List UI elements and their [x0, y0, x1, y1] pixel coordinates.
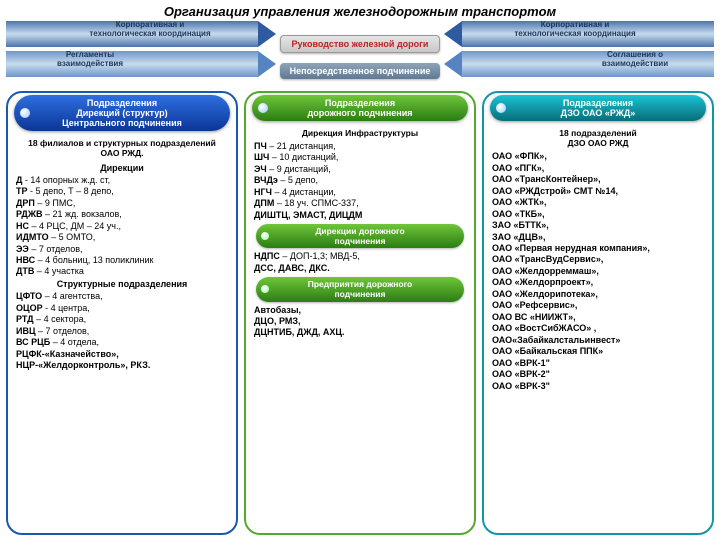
- list-item: ДЦНТИБ, ДЖД, АХЦ.: [254, 327, 466, 338]
- list-item: Д - 14 опорных ж.д. ст,: [16, 175, 228, 186]
- list-item: ОАО «Желдорпроект»,: [492, 277, 704, 288]
- right-header: Подразделения ДЗО ОАО «РЖД»: [490, 95, 706, 121]
- list-item: ДСС, ДАВС, ДКС.: [254, 263, 466, 274]
- nep-box: Непосредственное подчинение: [280, 63, 440, 79]
- corp-coord-right-label: Корпоративная и технологическая координа…: [480, 21, 670, 39]
- infra-title: Дирекция Инфраструктуры: [254, 126, 466, 140]
- list-item: ТР - 5 депо, Т – 8 депо,: [16, 186, 228, 197]
- list-item: ОАО «Желдорипотека»,: [492, 289, 704, 300]
- list-item: ИДМТО – 5 ОМТО,: [16, 232, 228, 243]
- list-item: ОАО «ВРК-3": [492, 381, 704, 392]
- left-title1: 18 филиалов и структурных подразделений …: [16, 136, 228, 161]
- list-item: ОЦОР - 4 центра,: [16, 303, 228, 314]
- left-header: Подразделения Дирекций (структур) Центра…: [14, 95, 230, 131]
- list-item: НЦР-«Желдорконтроль», РКЗ.: [16, 360, 228, 371]
- ruk-box: Руководство железной дороги: [280, 35, 440, 53]
- list-item: ОАО «ТрансКонтейнер»,: [492, 174, 704, 185]
- list-item: ОАО «РЖДстрой» СМТ №14,: [492, 186, 704, 197]
- list-item: ДПМ – 18 уч. СПМС-337,: [254, 198, 466, 209]
- list-item: ЭЭ – 7 отделов,: [16, 244, 228, 255]
- page-title: Организация управления железнодорожным т…: [0, 0, 720, 21]
- mid-column: Подразделения дорожного подчинения Дирек…: [244, 91, 476, 535]
- list-item: НГЧ – 4 дистанции,: [254, 187, 466, 198]
- list-item: ИВЦ – 7 отделов,: [16, 326, 228, 337]
- list-item: ОАО «ВРК-2": [492, 369, 704, 380]
- sog-right-label: Соглашения о взаимодействии: [570, 51, 700, 69]
- list-item: ОАО «ФПК»,: [492, 151, 704, 162]
- mid-header: Подразделения дорожного подчинения: [252, 95, 468, 121]
- corp-coord-left-label: Корпоративная и технологическая координа…: [60, 21, 240, 39]
- left-column: Подразделения Дирекций (структур) Центра…: [6, 91, 238, 535]
- list-item: ДТВ – 4 участка: [16, 266, 228, 277]
- list-item: ПЧ – 21 дистанция,: [254, 141, 466, 152]
- pred-hdr: Предприятия дорожного подчинения: [256, 277, 464, 302]
- list-item: ДЦО, РМЗ,: [254, 316, 466, 327]
- columns-wrap: Подразделения Дирекций (структур) Центра…: [0, 91, 720, 539]
- list-item: ДРП – 9 ПМС,: [16, 198, 228, 209]
- list-item: РТД – 4 сектора,: [16, 314, 228, 325]
- list-item: ОАО «ТКБ»,: [492, 209, 704, 220]
- list-item: ЦФТО – 4 агентства,: [16, 291, 228, 302]
- list-item: РЦФК-«Казначейство»,: [16, 349, 228, 360]
- list-item: ОАО «ВРК-1": [492, 358, 704, 369]
- list-item: ДИШТЦ, ЭМАСТ, ДИЦДМ: [254, 210, 466, 221]
- list-item: РДЖВ – 21 жд. вокзалов,: [16, 209, 228, 220]
- right-column: Подразделения ДЗО ОАО «РЖД» 18 подраздел…: [482, 91, 714, 535]
- right-body: 18 подразделений ДЗО ОАО РЖД ОАО «ФПК»,О…: [488, 124, 708, 529]
- list-item: ЗАО «ДЦВ»,: [492, 232, 704, 243]
- list-item: ОАО «Желдорреммаш»,: [492, 266, 704, 277]
- list-item: ЗАО «БТТК»,: [492, 220, 704, 231]
- left-body: 18 филиалов и структурных подразделений …: [12, 134, 232, 529]
- list-item: НС – 4 РЦС, ДМ – 24 уч.,: [16, 221, 228, 232]
- list-item: ОАО «Байкальская ППК»: [492, 346, 704, 357]
- list-item: ОАО «Первая нерудная компания»,: [492, 243, 704, 254]
- right-title: 18 подразделений ДЗО ОАО РЖД: [492, 126, 704, 151]
- list-item: НВС – 4 больниц, 13 поликлиник: [16, 255, 228, 266]
- dir-dor-hdr: Дирекции дорожного подчинения: [256, 224, 464, 249]
- mid-body: Дирекция Инфраструктуры ПЧ – 21 дистанци…: [250, 124, 470, 529]
- struct-title: Структурные подразделения: [16, 279, 228, 290]
- top-arrows-area: Корпоративная и технологическая координа…: [0, 21, 720, 91]
- list-item: ОАО ВС «НИИЖТ»,: [492, 312, 704, 323]
- list-item: ОАО«Забайкалстальинвест»: [492, 335, 704, 346]
- list-item: ШЧ – 10 дистанций,: [254, 152, 466, 163]
- list-item: ОАО «Рефсервис»,: [492, 300, 704, 311]
- list-item: Автобазы,: [254, 305, 466, 316]
- list-item: ВЧДэ – 5 депо,: [254, 175, 466, 186]
- list-item: ВС РЦБ – 4 отдела,: [16, 337, 228, 348]
- reg-left-label: Регламенты взаимодействия: [30, 51, 150, 69]
- list-item: НДПС – ДОП-1,3; МВД-5,: [254, 251, 466, 262]
- dir-title: Дирекции: [16, 163, 228, 174]
- list-item: ОАО «ПГК»,: [492, 163, 704, 174]
- list-item: ОАО «ВостСибЖАСО» ,: [492, 323, 704, 334]
- list-item: ОАО «ТрансВудСервис»,: [492, 254, 704, 265]
- list-item: ЭЧ – 9 дистанций,: [254, 164, 466, 175]
- list-item: ОАО «ЖТК»,: [492, 197, 704, 208]
